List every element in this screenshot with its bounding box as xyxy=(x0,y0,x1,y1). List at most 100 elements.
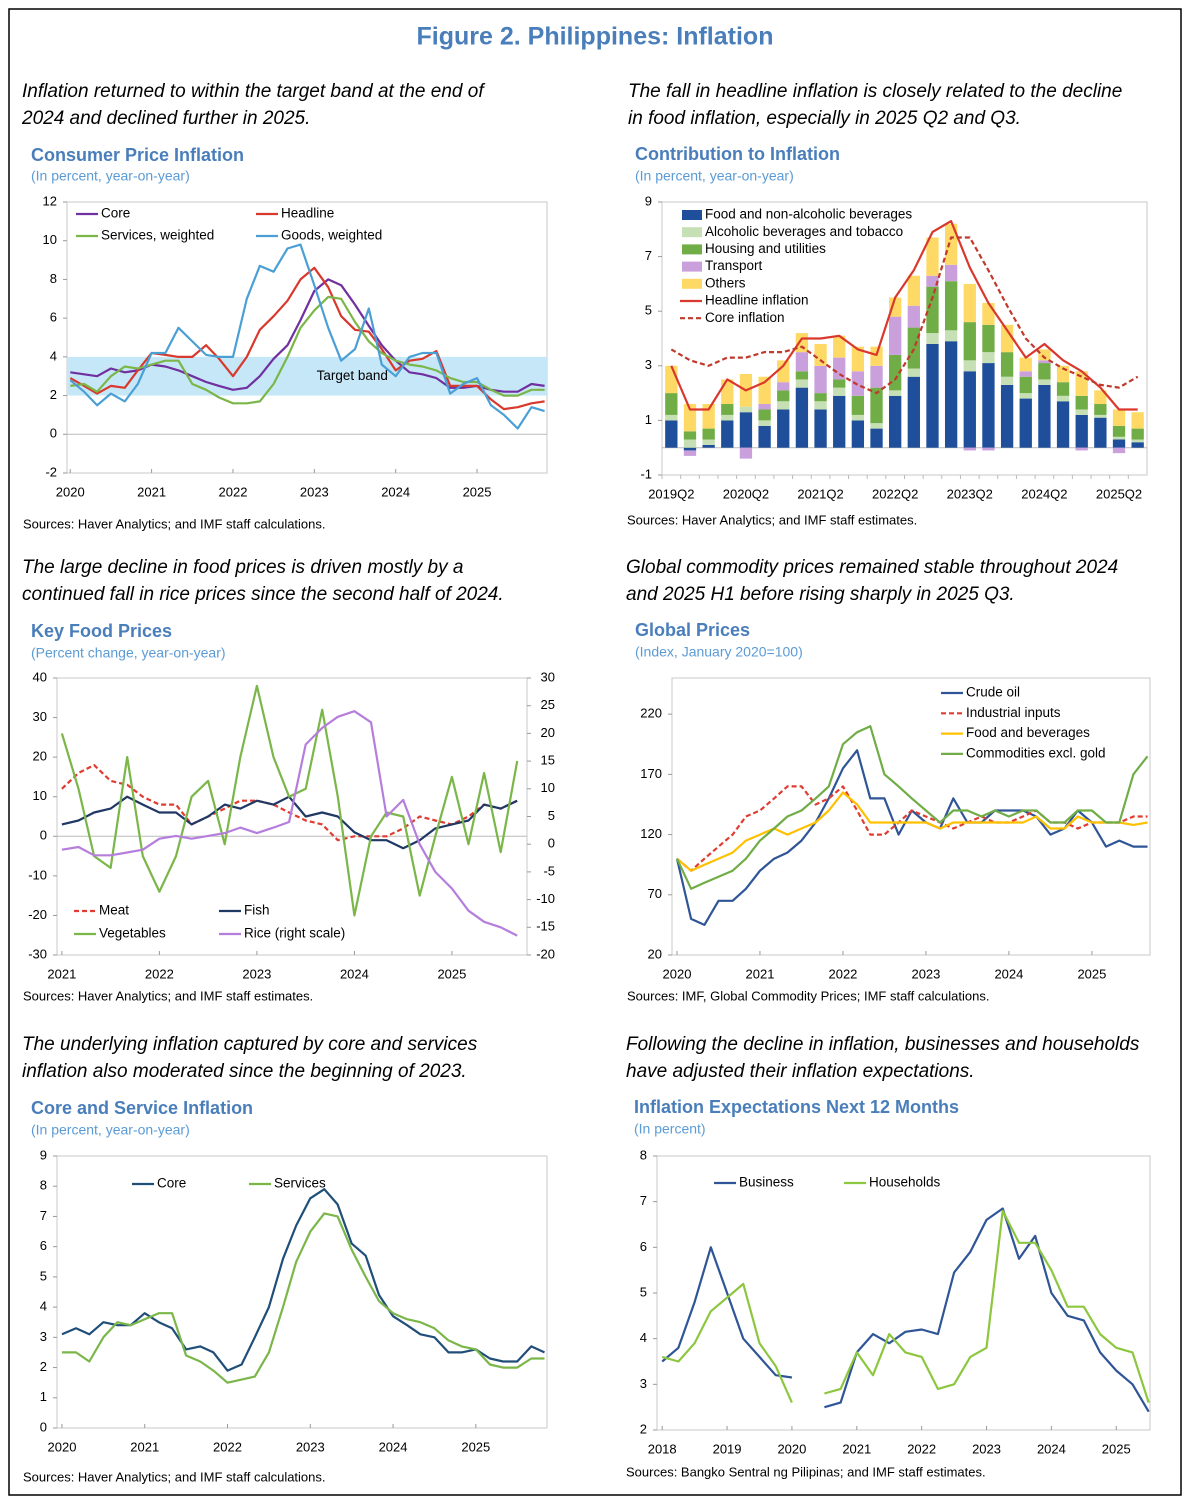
x-tick-label: 2018 xyxy=(648,1441,677,1456)
bar-segment xyxy=(1000,376,1014,385)
caption: in food inflation, especially in 2025 Q2… xyxy=(628,108,1021,129)
bar-segment xyxy=(665,393,678,415)
chart-title: Contribution to Inflation xyxy=(635,144,840,164)
bar-segment xyxy=(1019,376,1032,394)
x-tick-label: 2025 xyxy=(1077,966,1106,981)
y-tick-label: 7 xyxy=(40,1208,47,1223)
legend-swatch xyxy=(682,261,702,272)
source: Sources: Haver Analytics; and IMF staff … xyxy=(23,988,313,1003)
series-line xyxy=(670,236,1139,395)
bar-segment xyxy=(870,423,883,429)
x-tick-label: 2024 xyxy=(340,966,369,981)
bar-segment xyxy=(814,365,827,394)
bar-segment xyxy=(739,447,753,459)
source: Sources: Haver Analytics; and IMF staff … xyxy=(23,1469,326,1484)
bar-segment xyxy=(1094,414,1107,418)
y-tick-label: 20 xyxy=(648,946,662,961)
chart-title: Key Food Prices xyxy=(31,621,172,641)
caption: The underlying inflation captured by cor… xyxy=(22,1034,478,1055)
y2-tick-label: 5 xyxy=(548,808,555,823)
y-tick-label: 6 xyxy=(50,310,57,325)
bar-segment xyxy=(963,360,976,372)
source: Sources: IMF, Global Commodity Prices; I… xyxy=(627,988,989,1003)
legend-label: Goods, weighted xyxy=(281,228,382,243)
bar-segment xyxy=(851,414,865,421)
x-tick-label: 2021 xyxy=(842,1441,871,1456)
chart-subtitle: (In percent) xyxy=(634,1121,706,1137)
bar-segment xyxy=(944,341,958,448)
bar-segment xyxy=(758,420,771,426)
bar-segment xyxy=(1000,352,1014,377)
bar-segment xyxy=(739,406,753,413)
bar-segment xyxy=(851,371,865,396)
x-tick-label: 2022 xyxy=(145,966,174,981)
chart-title: Inflation Expectations Next 12 Months xyxy=(634,1097,959,1117)
bar-segment xyxy=(702,439,715,445)
series-line xyxy=(676,791,1148,872)
bar-segment xyxy=(777,409,790,448)
bar-segment xyxy=(907,275,920,306)
bar-segment xyxy=(926,286,939,334)
y-tick-label: 8 xyxy=(640,1147,647,1162)
bar-segment xyxy=(814,393,827,402)
plot-area xyxy=(671,677,1151,956)
bar-segment xyxy=(1038,363,1051,380)
x-tick-label: 2023 xyxy=(296,1439,325,1454)
bar-segment xyxy=(982,363,995,448)
y-tick-label: 0 xyxy=(40,828,47,843)
legend-label: Households xyxy=(869,1175,941,1190)
y-tick-label: 70 xyxy=(648,886,662,901)
x-tick-label: 2022 xyxy=(907,1441,936,1456)
x-tick-label: 2025 xyxy=(437,966,466,981)
bar-segment xyxy=(758,425,771,448)
bar-segment xyxy=(1094,390,1107,405)
legend-label: Headline xyxy=(281,206,334,221)
y2-tick-label: 20 xyxy=(541,725,555,740)
bar-segment xyxy=(1131,439,1144,443)
bar-segment xyxy=(1075,409,1088,415)
bar-segment xyxy=(1019,371,1032,377)
x-tick-label: 2024 xyxy=(994,966,1023,981)
bar-segment xyxy=(963,322,976,361)
bar-segment xyxy=(1000,384,1014,448)
y-tick-label: 1 xyxy=(645,412,652,427)
bar-segment xyxy=(870,365,883,388)
bar-segment xyxy=(814,401,827,410)
y-tick-label: 2 xyxy=(50,387,57,402)
legend-label: Services xyxy=(274,1176,326,1191)
bar-segment xyxy=(833,335,846,358)
y-tick-label: 3 xyxy=(40,1329,47,1344)
source: Sources: Haver Analytics; and IMF staff … xyxy=(627,512,917,527)
bar-segment xyxy=(1075,447,1088,451)
bar-segment xyxy=(758,404,771,410)
x-tick-label: 2022 xyxy=(213,1439,242,1454)
chart-subtitle: (In percent, year-on-year) xyxy=(31,1122,190,1138)
bar-segment xyxy=(683,447,697,451)
bar-segment xyxy=(926,237,939,276)
bar-segment xyxy=(926,333,939,344)
x-tick-label: 2023 xyxy=(242,966,271,981)
legend-label: Commodities excl. gold xyxy=(966,745,1106,760)
bar-segment xyxy=(665,420,678,448)
x-tick-label: 2021 xyxy=(130,1439,159,1454)
bar-segment xyxy=(833,387,846,396)
bar-segment xyxy=(944,223,958,265)
figure-title: Figure 2. Philippines: Inflation xyxy=(417,23,774,51)
bar-segment xyxy=(795,333,809,353)
bar-segment xyxy=(944,330,958,342)
series-line xyxy=(676,785,1148,872)
legend-label: Rice (right scale) xyxy=(244,926,345,941)
bar-segment xyxy=(963,447,976,451)
bar-segment xyxy=(889,390,902,396)
bar-segment xyxy=(851,346,865,372)
bar-segment xyxy=(1056,382,1070,396)
bar-segment xyxy=(721,420,734,448)
x-tick-label: 2021 xyxy=(47,966,76,981)
target-band xyxy=(67,356,547,396)
x-tick-label: 2023Q2 xyxy=(947,486,993,501)
plot-area xyxy=(66,201,548,474)
caption: have adjusted their inflation expectatio… xyxy=(626,1061,975,1082)
legend-label: Industrial inputs xyxy=(966,705,1061,720)
y-tick-label: 9 xyxy=(645,193,652,208)
